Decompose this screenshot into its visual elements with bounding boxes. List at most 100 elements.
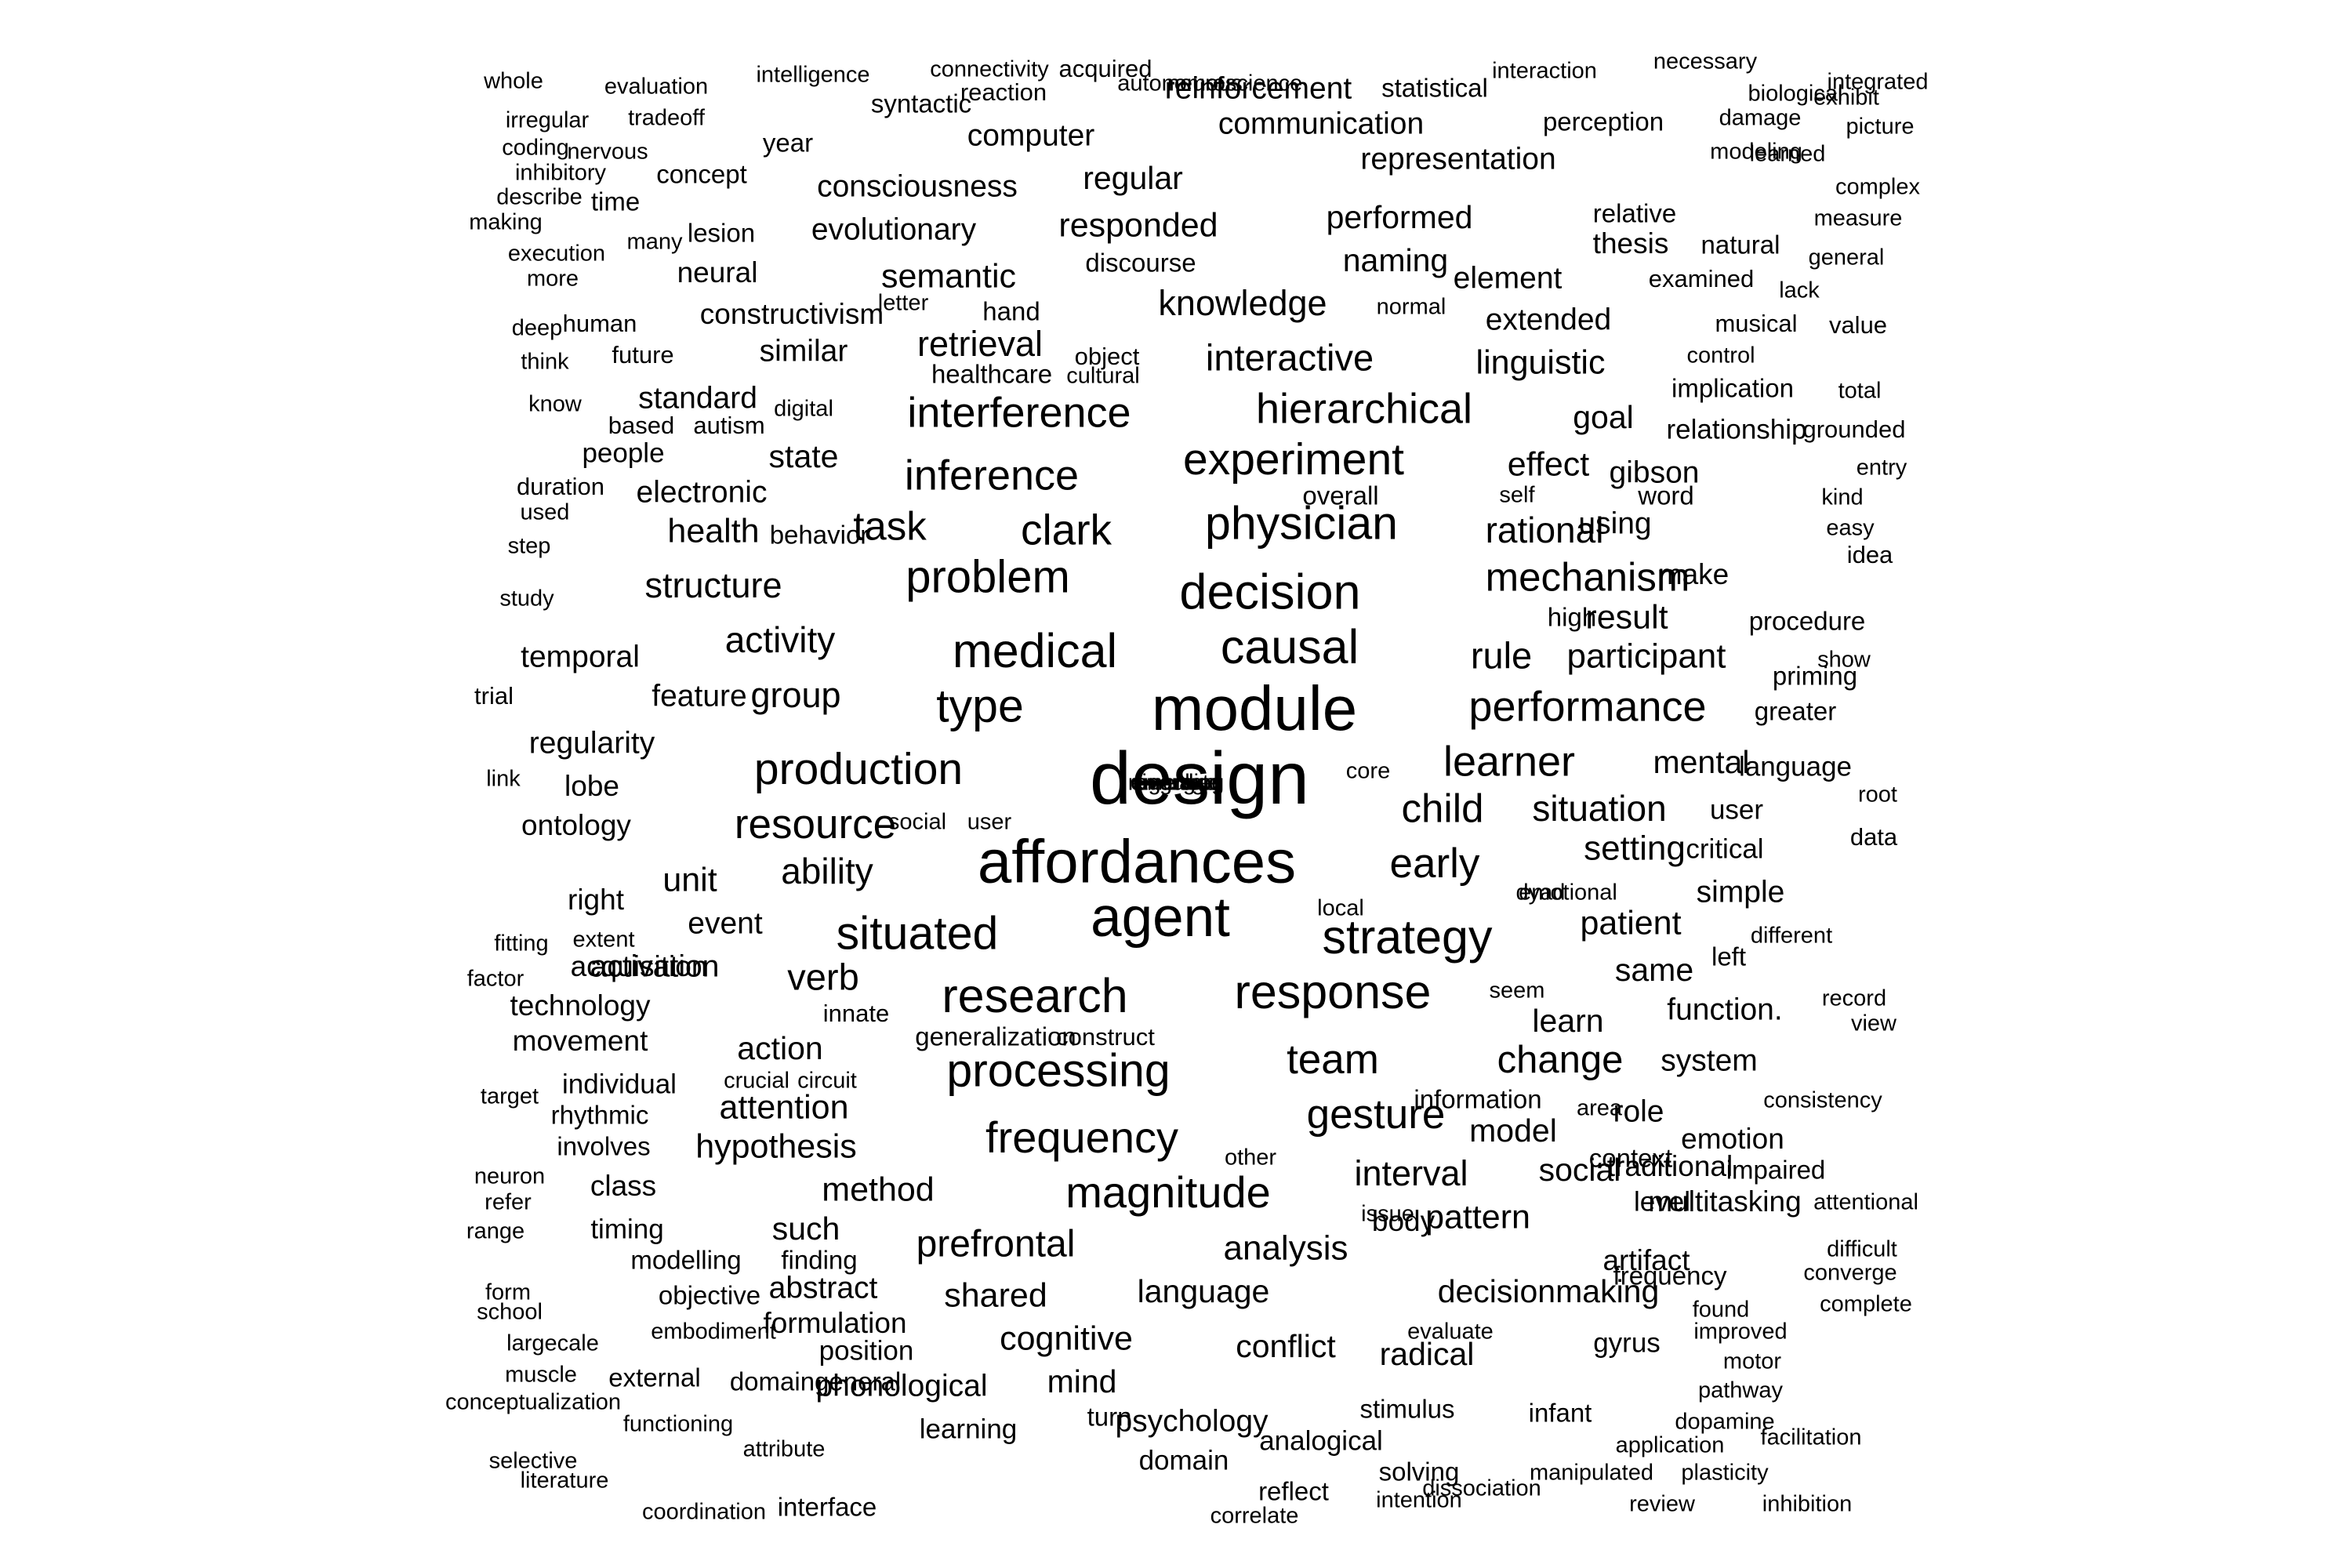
- word-right: right: [568, 884, 625, 916]
- word-production: production: [754, 744, 963, 794]
- word-movement: movement: [513, 1025, 648, 1057]
- word-memory: memory: [1602, 1566, 1707, 1568]
- word-hierarchical: hierarchical: [1256, 385, 1472, 432]
- word-formulation: formulation: [763, 1307, 906, 1339]
- word-inhibitory: inhibitory: [515, 161, 607, 186]
- word-behavior: behavior: [770, 521, 869, 550]
- word-reinforcement: reinforcement: [1165, 71, 1352, 105]
- word-regularity: regularity: [529, 726, 655, 760]
- word-domaingeneral: domaingeneral: [730, 1367, 901, 1396]
- word-group: group: [750, 675, 840, 715]
- word-whole: whole: [483, 69, 543, 94]
- word-frequency: frequency: [985, 1112, 1178, 1162]
- word-simple: simple: [1697, 875, 1785, 909]
- word-digital: digital: [774, 397, 833, 422]
- word-rhythmic: rhythmic: [551, 1101, 649, 1130]
- word-modeling: modeling: [1710, 140, 1802, 165]
- word-domain: domain: [1139, 1445, 1229, 1475]
- word-inhibition: inhibition: [1762, 1492, 1852, 1517]
- word-research: research: [942, 969, 1127, 1022]
- word-class: class: [590, 1170, 656, 1202]
- word-medical: medical: [953, 624, 1117, 677]
- word-same: same: [1615, 952, 1693, 988]
- word-context: context: [1589, 1144, 1672, 1173]
- word-infant: infant: [1529, 1399, 1592, 1428]
- word-evaluate: evaluate: [1407, 1319, 1494, 1345]
- word-linguistic: linguistic: [1476, 343, 1606, 381]
- word-responded: responded: [1058, 206, 1218, 244]
- word-deep: deep: [512, 316, 563, 341]
- word-relationship: relationship: [1667, 414, 1807, 445]
- word-verb: verb: [787, 956, 858, 997]
- word-extended: extended: [1486, 303, 1611, 336]
- word-structure: structure: [644, 565, 782, 605]
- word-technology: technology: [510, 989, 651, 1022]
- word-correlate: correlate: [1210, 1504, 1299, 1529]
- word-response: response: [1235, 965, 1432, 1018]
- word-crucial: crucial: [724, 1069, 789, 1094]
- word-examined: examined: [1649, 265, 1754, 292]
- word-critical: critical: [1686, 833, 1763, 864]
- word-abstract: abstract: [769, 1271, 878, 1305]
- word-performance: performance: [1468, 683, 1706, 730]
- word-more: more: [527, 267, 579, 292]
- word-word: word: [1637, 481, 1694, 510]
- word-team: team: [1287, 1036, 1379, 1083]
- word-future: future: [612, 341, 673, 368]
- word-module: module: [1152, 673, 1357, 743]
- word-exhibit: exhibit: [1813, 85, 1879, 111]
- word-pathway: pathway: [1698, 1378, 1784, 1403]
- word-strategy: strategy: [1323, 910, 1493, 964]
- word-emotional: emotional: [1519, 880, 1617, 906]
- word-model: model: [1469, 1112, 1557, 1149]
- word-area: area: [1577, 1096, 1623, 1121]
- word-turn: turn: [1087, 1403, 1132, 1432]
- word-element: element: [1454, 261, 1563, 295]
- word-reaction: reaction: [960, 78, 1047, 106]
- word-average: average: [1135, 771, 1218, 796]
- word-picture: picture: [1846, 114, 1914, 140]
- word-performed: performed: [1327, 199, 1473, 235]
- word-discourse: discourse: [1085, 249, 1196, 278]
- word-kind: kind: [1821, 485, 1863, 510]
- word-self: self: [1499, 483, 1535, 508]
- word-converge: converge: [1803, 1261, 1896, 1286]
- word-evaluation: evaluation: [604, 74, 708, 100]
- word-innate: innate: [823, 1000, 889, 1027]
- word-ontology: ontology: [521, 809, 631, 841]
- word-range: range: [466, 1219, 524, 1244]
- word-communication: communication: [1218, 107, 1424, 140]
- word-fitting: fitting: [494, 931, 548, 956]
- word-other: other: [1225, 1145, 1276, 1171]
- word-autonomous: autonomous: [1117, 71, 1243, 96]
- word-attentional: attentional: [1813, 1190, 1918, 1215]
- word-human: human: [563, 310, 637, 337]
- word-level: level: [1634, 1186, 1690, 1217]
- word-form: form: [485, 1280, 531, 1305]
- word-feature: feature: [652, 679, 746, 713]
- word-review: review: [1629, 1492, 1696, 1517]
- word-neural: neural: [677, 256, 758, 289]
- word-learn: learn: [1532, 1003, 1603, 1039]
- word-different: different: [1751, 924, 1832, 949]
- word-manipulated: manipulated: [1530, 1461, 1653, 1486]
- word-syntactic: syntactic: [871, 89, 971, 118]
- word-making: making: [469, 210, 543, 235]
- word-facilitation: facilitation: [1761, 1425, 1862, 1450]
- word-neuroscience: neuroscience: [1167, 71, 1303, 96]
- word-acquired: acquired: [1059, 55, 1152, 82]
- word-method: method: [822, 1171, 934, 1208]
- word-experiment: experiment: [1183, 434, 1404, 485]
- word-procedure: procedure: [1749, 607, 1866, 636]
- word-selective: selective: [489, 1449, 578, 1474]
- word-traditional: traditional: [1607, 1150, 1733, 1182]
- word-conceptualization: conceptualization: [445, 1390, 621, 1415]
- word-agent: agent: [1091, 887, 1230, 949]
- word-acquisition: acquisition: [571, 950, 708, 982]
- word-using: using: [1578, 506, 1651, 540]
- word-function: function.: [1667, 993, 1782, 1026]
- word-seem: seem: [1490, 978, 1545, 1004]
- word-circuit: circuit: [797, 1069, 857, 1094]
- word-electronic: electronic: [637, 475, 768, 509]
- word-duration: duration: [517, 473, 604, 500]
